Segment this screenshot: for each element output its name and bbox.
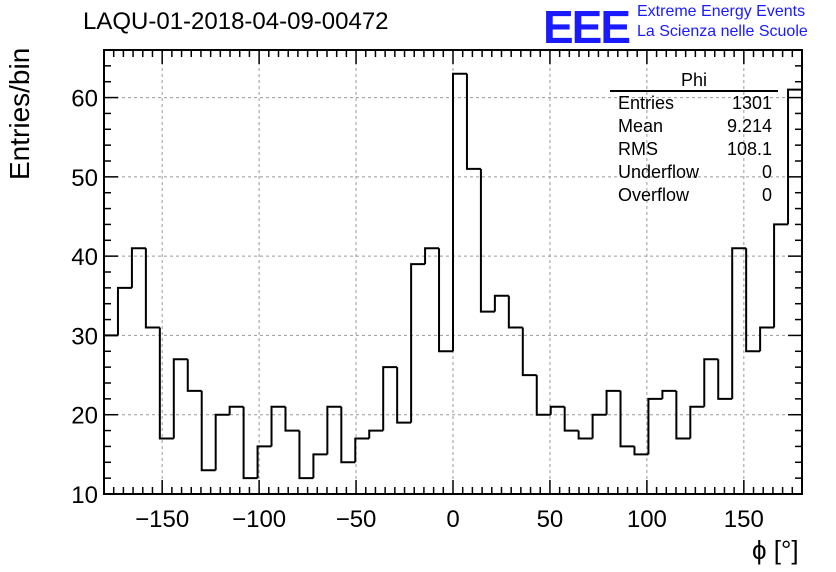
histogram-bin xyxy=(228,405,244,415)
stats-box-title: Phi xyxy=(610,70,778,92)
x-tick-label: −150 xyxy=(135,506,189,533)
histogram-bin xyxy=(340,406,356,464)
histogram-bin xyxy=(354,437,370,463)
histogram-bin xyxy=(521,327,537,377)
histogram-bin xyxy=(675,390,691,440)
stats-value: 0 xyxy=(761,185,772,205)
eee-logo: EEE xyxy=(543,1,631,53)
histogram-bin xyxy=(745,248,761,353)
histogram-bin xyxy=(452,72,467,352)
histogram-bin xyxy=(493,294,509,312)
histogram-bin xyxy=(200,390,216,472)
stats-row-entries: Entries 1301 xyxy=(610,92,778,115)
histogram-bin xyxy=(689,405,705,439)
histogram-bin xyxy=(410,263,426,423)
histogram-bin xyxy=(703,358,719,407)
x-tick-label: 0 xyxy=(446,506,459,533)
histogram-bin xyxy=(326,405,342,455)
histogram-bin xyxy=(605,389,621,415)
y-tick-label: 10 xyxy=(71,482,98,509)
histogram-bin xyxy=(465,73,481,170)
histogram-bin xyxy=(214,413,230,471)
x-tick-labels: −150 −100 −50 0 50 100 150 xyxy=(135,506,764,533)
y-tick-label: 50 xyxy=(71,165,98,192)
histogram-bin xyxy=(242,406,258,480)
histogram-bin xyxy=(731,247,747,399)
histogram-bin xyxy=(535,375,551,416)
histogram-bin xyxy=(396,367,412,424)
stats-label: RMS xyxy=(618,139,658,159)
y-tick-label: 40 xyxy=(71,244,98,271)
histogram-bin xyxy=(312,453,328,479)
histogram xyxy=(103,72,802,494)
histogram-bin xyxy=(563,406,579,432)
stats-label: Overflow xyxy=(618,185,690,205)
histogram-bin xyxy=(661,389,677,399)
y-tick-label: 30 xyxy=(71,323,98,350)
y-tick-label: 20 xyxy=(71,403,98,430)
stats-value: 1301 xyxy=(731,93,772,113)
y-tick-label: 60 xyxy=(71,86,98,113)
histogram-bin xyxy=(144,248,160,329)
x-tick-label: 100 xyxy=(627,506,667,533)
x-tick-label: −100 xyxy=(232,506,286,533)
histogram-bin xyxy=(507,295,523,329)
stats-row-underflow: Underflow 0 xyxy=(610,161,778,184)
histogram-bin xyxy=(633,446,649,456)
stats-row-overflow: Overflow 0 xyxy=(610,184,778,207)
histogram-bin xyxy=(479,168,495,313)
histogram-bin xyxy=(549,405,565,415)
logo-line-1: Extreme Energy Events xyxy=(637,3,806,20)
chart-title: LAQU-01-2018-04-09-00472 xyxy=(83,8,389,35)
stats-label: Mean xyxy=(618,116,664,136)
histogram-bin xyxy=(298,430,314,480)
stats-row-mean: Mean 9.214 xyxy=(610,115,778,138)
stats-row-rms: RMS 108.1 xyxy=(610,138,778,161)
logo-line-2: La Scienza nelle Scuole xyxy=(637,23,808,40)
x-tick-label: 50 xyxy=(537,506,564,533)
stats-value: 0 xyxy=(761,162,772,182)
histogram-bin xyxy=(368,429,384,439)
histogram-bin xyxy=(172,358,188,439)
histogram-bin xyxy=(130,247,146,288)
stats-box: Phi Entries 1301 Mean 9.214 RMS 108.1 Un… xyxy=(610,70,778,207)
stats-value: 108.1 xyxy=(726,139,772,159)
histogram-bin xyxy=(591,413,607,439)
histogram-bin xyxy=(773,223,789,328)
x-tick-label: 150 xyxy=(724,506,764,533)
y-tick-labels: 10 20 30 40 50 60 xyxy=(71,86,98,509)
histogram-bin xyxy=(438,248,453,353)
axis-ticks xyxy=(104,49,802,495)
histogram-bin xyxy=(186,359,202,392)
x-axis-label: ϕ [°] xyxy=(752,535,799,565)
histogram-bin xyxy=(284,406,300,432)
stats-label: Underflow xyxy=(618,162,700,182)
x-tick-label: −50 xyxy=(336,506,377,533)
histogram-bin xyxy=(787,88,802,225)
histogram-bin xyxy=(619,390,635,448)
histogram-bin xyxy=(158,327,174,440)
histogram-bin xyxy=(647,397,663,455)
histogram-bin xyxy=(424,247,440,265)
histogram-bin xyxy=(382,366,398,431)
stats-label: Entries xyxy=(618,93,675,113)
y-axis-label: Entries/bin xyxy=(4,47,35,180)
histogram-bin xyxy=(256,445,272,479)
histogram-bin xyxy=(759,326,775,352)
stats-value: 9.214 xyxy=(726,116,772,136)
histogram-bin xyxy=(270,405,286,447)
histogram-bin xyxy=(116,286,132,336)
histogram-bin xyxy=(577,430,593,440)
histogram-bin xyxy=(717,359,733,400)
